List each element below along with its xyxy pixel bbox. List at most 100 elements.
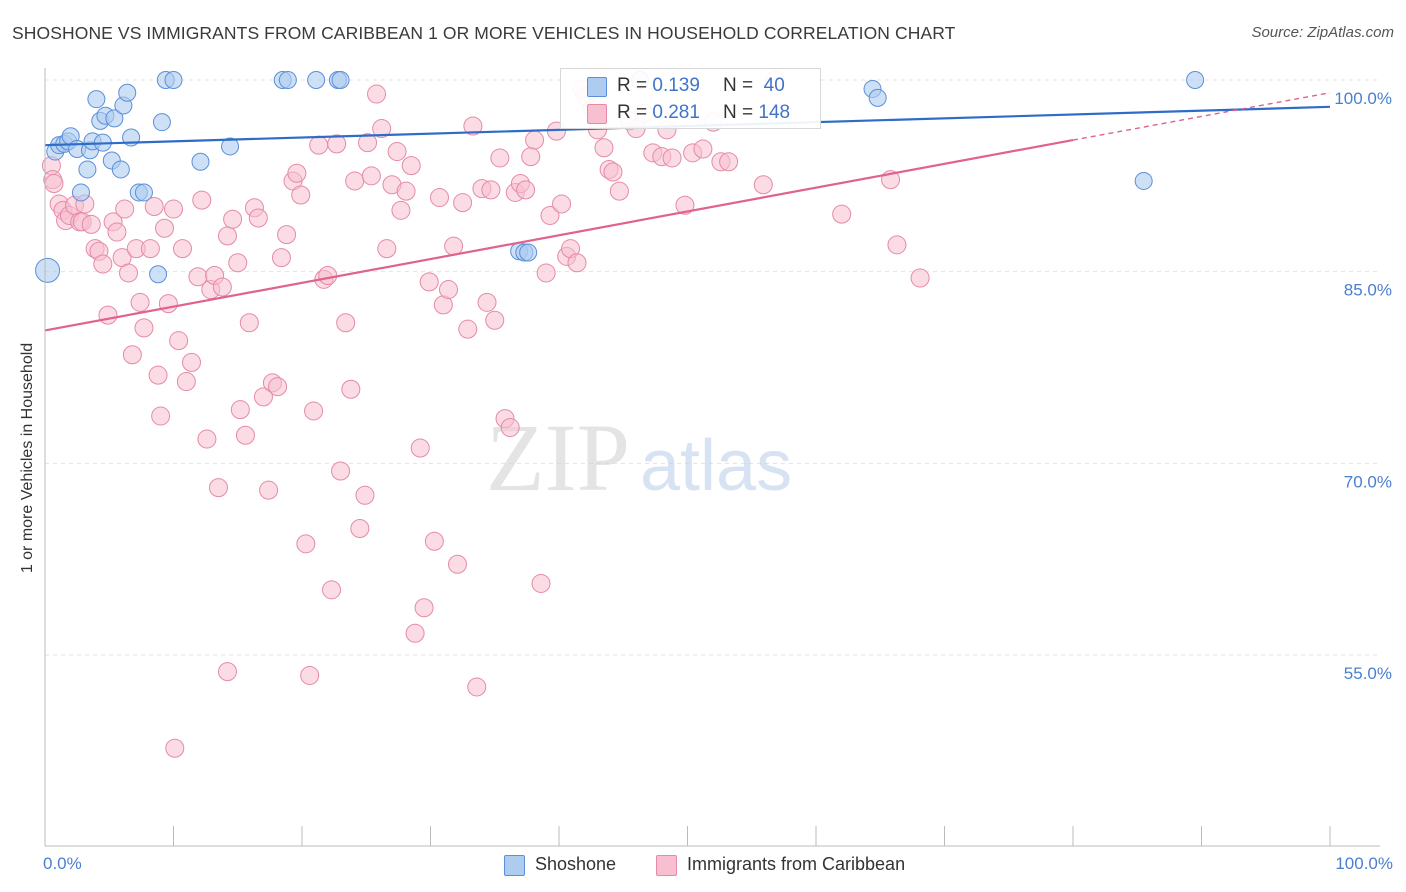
carib-point-14	[93, 254, 113, 274]
carib-point-24	[134, 318, 154, 338]
carib-point-114	[552, 194, 572, 214]
carib-point-30	[158, 294, 178, 314]
carib-point-58	[287, 163, 307, 183]
shoshone-point-25	[191, 152, 210, 171]
carib-point-52	[259, 480, 279, 500]
x-tick-label-1: 100.0%	[1335, 854, 1393, 873]
carib-trend-extension	[1072, 92, 1331, 141]
carib-point-87	[419, 272, 439, 292]
legend-item-shoshone: Shoshone	[504, 852, 616, 876]
carib-point-47	[235, 425, 255, 445]
carib-point-63	[309, 135, 329, 155]
carib-point-29	[155, 218, 175, 238]
carib-point-71	[345, 171, 365, 191]
carib-point-73	[355, 485, 375, 505]
carib-point-21	[122, 345, 142, 365]
carib-point-26	[144, 197, 164, 216]
carib-point-97	[467, 677, 487, 697]
shoshone-point-20	[134, 183, 153, 202]
shoshone-point-10	[87, 90, 106, 109]
shoshone-point-37	[868, 88, 887, 107]
source-label: Source: ZipAtlas.com	[1251, 24, 1394, 41]
carib-point-69	[336, 313, 356, 333]
shoshone-point-40	[71, 183, 90, 202]
carib-point-138	[719, 152, 739, 172]
carib-point-77	[372, 119, 392, 139]
carib-point-100	[481, 180, 501, 200]
carib-point-142	[887, 235, 907, 255]
carib-point-51	[253, 387, 273, 407]
chart-title: SHOSHONE VS IMMIGRANTS FROM CARIBBEAN 1 …	[12, 23, 956, 43]
carib-point-133	[675, 195, 695, 215]
carib-point-42	[212, 277, 232, 297]
carib-point-101	[485, 310, 505, 330]
shoshone-point-7	[78, 160, 97, 179]
carib-point-139	[753, 175, 773, 195]
shoshone-point-15	[111, 160, 130, 179]
carib-point-140	[832, 204, 852, 224]
carib-point-27	[148, 365, 168, 385]
shoshone-point-21	[149, 265, 168, 284]
carib-swatch	[587, 104, 607, 124]
carib-point-82	[396, 181, 416, 201]
carib-point-74	[358, 133, 378, 153]
watermark: ZIP atlas	[486, 404, 792, 511]
shoshone-point-17	[118, 83, 137, 102]
carib-point-66	[322, 580, 342, 600]
carib-legend-swatch	[656, 854, 677, 876]
carib-point-25	[140, 239, 160, 259]
carib-point-20	[119, 263, 139, 283]
carib-point-59	[291, 185, 311, 205]
x-tick-label-0: 0.0%	[43, 854, 82, 873]
shoshone-legend-label: Shoshone	[535, 854, 617, 874]
carib-point-135	[693, 139, 713, 159]
carib-point-117	[567, 253, 587, 273]
legend-n-shoshone: N = 40	[723, 75, 785, 96]
carib-point-55	[271, 248, 291, 268]
shoshone-point-22	[152, 113, 171, 132]
carib-point-95	[458, 319, 478, 339]
y-tick-label-0: 55.0%	[1344, 664, 1392, 683]
carib-point-88	[424, 531, 444, 551]
legend-r-carib: R = 0.281	[617, 102, 700, 123]
carib-point-68	[331, 461, 351, 481]
carib-point-28	[151, 406, 171, 426]
carib-point-45	[228, 253, 248, 273]
carib-point-85	[410, 438, 430, 458]
shoshone-point-38	[1134, 171, 1153, 190]
carib-point-86	[414, 598, 434, 618]
carib-point-125	[609, 181, 629, 201]
carib-point-122	[594, 138, 614, 158]
carib-point-102	[490, 148, 510, 168]
legend-r-shoshone: R = 0.139	[617, 75, 700, 96]
carib-point-46	[230, 400, 250, 420]
y-tick-label-2: 85.0%	[1344, 281, 1392, 300]
carib-point-89	[429, 188, 449, 208]
carib-point-61	[300, 665, 320, 685]
carib-point-72	[350, 519, 370, 538]
carib-point-50	[248, 208, 268, 228]
watermark-atlas: atlas	[640, 426, 792, 506]
carib-trend-line	[44, 138, 1074, 332]
legend-item-carib: Immigrants from Caribbean	[656, 852, 905, 876]
carib-point-38	[197, 429, 217, 449]
carib-point-70	[341, 379, 361, 399]
carib-point-132	[662, 148, 682, 168]
carib-point-104	[500, 418, 520, 438]
legend-row-carib: R = 0.281 N = 148	[561, 101, 820, 125]
carib-point-81	[391, 200, 411, 220]
carib-point-109	[525, 130, 545, 150]
carib-point-41	[208, 478, 228, 498]
legend-n-carib: N = 148	[723, 102, 791, 123]
carib-point-15	[98, 305, 118, 325]
carib-point-44	[223, 209, 243, 229]
carib-point-94	[453, 193, 473, 213]
carib-point-60	[296, 534, 316, 554]
stats-legend: R = 0.139 N = 40 R = 0.281 N = 148	[560, 68, 821, 129]
shoshone-point-29	[307, 71, 326, 89]
carib-point-35	[181, 352, 201, 372]
carib-point-65	[318, 266, 338, 285]
carib-point-143	[910, 268, 930, 288]
carib-point-99	[477, 292, 497, 312]
